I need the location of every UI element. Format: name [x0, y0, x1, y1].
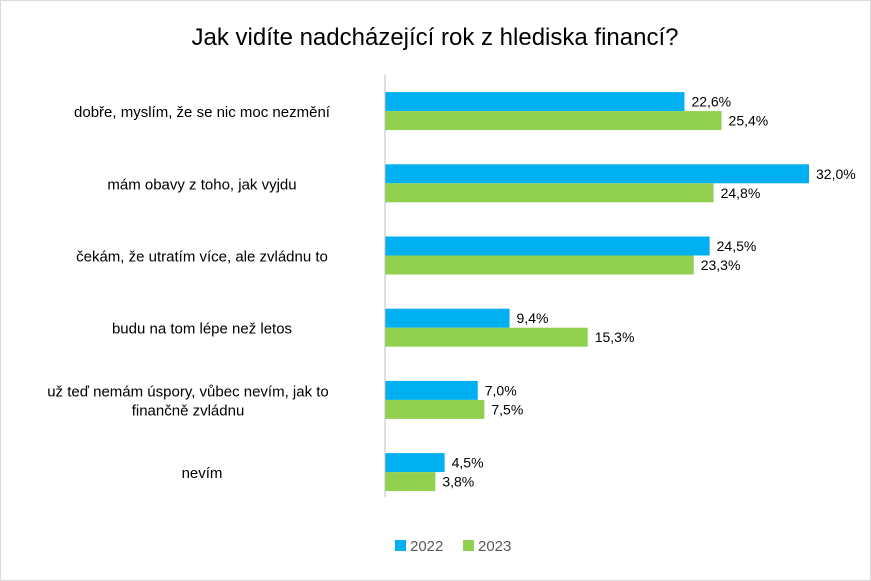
- bar-2022: [385, 308, 510, 328]
- category-label: mám obavy z toho, jak vyjdu: [107, 176, 296, 193]
- bar-2023: [385, 111, 722, 131]
- data-label-2022: 7,0%: [485, 382, 517, 398]
- category-label-line: mám obavy z toho, jak vyjdu: [107, 176, 296, 193]
- bar-2023: [385, 255, 694, 275]
- category-label: už teď nemám úspory, vůbec nevím, jak to…: [47, 383, 329, 419]
- category-label: dobře, myslím, že se nic moc nezmění: [74, 104, 331, 121]
- category-axis-labels: dobře, myslím, že se nic moc nezmění mám …: [47, 104, 331, 482]
- category-label: čekám, že utratím více, ale zvládnu to: [76, 249, 328, 266]
- data-labels: 22,6% 25,4% 32,0% 24,8% 24,5% 23,3% 9,4% 15,3% 7…: [442, 94, 855, 490]
- category-label-line: nevím: [182, 465, 223, 482]
- data-label-2022: 22,6%: [691, 94, 731, 110]
- category-label-line: budu na tom lépe než letos: [112, 321, 292, 338]
- bar-2023: [385, 399, 485, 419]
- bar-2022: [385, 92, 685, 112]
- legend: 2022 2023: [395, 538, 511, 555]
- category-label-line: čekám, že utratím více, ale zvládnu to: [76, 249, 328, 266]
- data-label-2022: 24,5%: [717, 238, 757, 254]
- bar-2023: [385, 327, 588, 347]
- category-label-line: už teď nemám úspory, vůbec nevím, jak to: [47, 383, 329, 400]
- data-label-2023: 25,4%: [729, 113, 769, 129]
- bar-2022: [385, 236, 710, 256]
- category-label-line: dobře, myslím, že se nic moc nezmění: [74, 104, 331, 121]
- data-label-2022: 9,4%: [517, 310, 549, 326]
- bar-2023: [385, 183, 714, 203]
- legend-swatch-2022: [395, 540, 406, 551]
- category-label: budu na tom lépe než letos: [112, 321, 292, 338]
- data-label-2022: 4,5%: [452, 455, 484, 471]
- bar-2022: [385, 380, 478, 400]
- data-label-2023: 23,3%: [701, 257, 741, 273]
- data-label-2023: 3,8%: [442, 474, 474, 490]
- bar-2022: [385, 453, 445, 473]
- legend-label-2023: 2023: [478, 538, 511, 555]
- data-label-2022: 32,0%: [816, 166, 856, 182]
- data-label-2023: 24,8%: [721, 185, 761, 201]
- legend-swatch-2023: [463, 540, 474, 551]
- data-label-2023: 7,5%: [491, 401, 523, 417]
- category-label: nevím: [182, 465, 223, 482]
- bars: [385, 92, 809, 492]
- bar-2022: [385, 164, 809, 184]
- category-label-line: finančně zvládnu: [132, 402, 245, 419]
- bar-2023: [385, 472, 436, 492]
- data-label-2023: 15,3%: [595, 329, 635, 345]
- legend-label-2022: 2022: [410, 538, 443, 555]
- chart-title: Jak vidíte nadcházející rok z hlediska f…: [192, 24, 679, 51]
